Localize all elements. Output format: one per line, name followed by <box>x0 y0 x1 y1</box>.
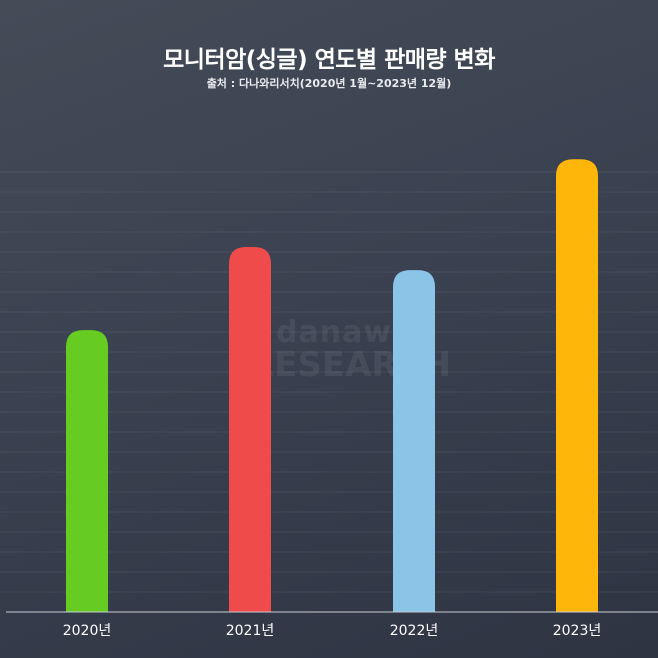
bar-1 <box>229 247 271 612</box>
bar-2 <box>393 270 435 612</box>
x-tick-labels: 2020년 2021년 2022년 2023년 <box>63 623 602 639</box>
watermark-line1: danawa <box>276 315 414 350</box>
x-tick-label: 2020년 <box>63 623 112 639</box>
chart-subtitle: 출처 : 다나와리서치(2020년 1월~2023년 12월) <box>206 77 452 90</box>
bars <box>66 159 598 613</box>
bar-0 <box>66 330 108 612</box>
chart-title: 모니터암(싱글) 연도별 판매량 변화 <box>163 47 495 73</box>
bar-3 <box>556 159 598 613</box>
gridlines <box>0 171 658 593</box>
x-tick-label: 2021년 <box>226 623 275 639</box>
x-tick-label: 2023년 <box>553 623 602 639</box>
x-tick-label: 2022년 <box>390 623 439 639</box>
